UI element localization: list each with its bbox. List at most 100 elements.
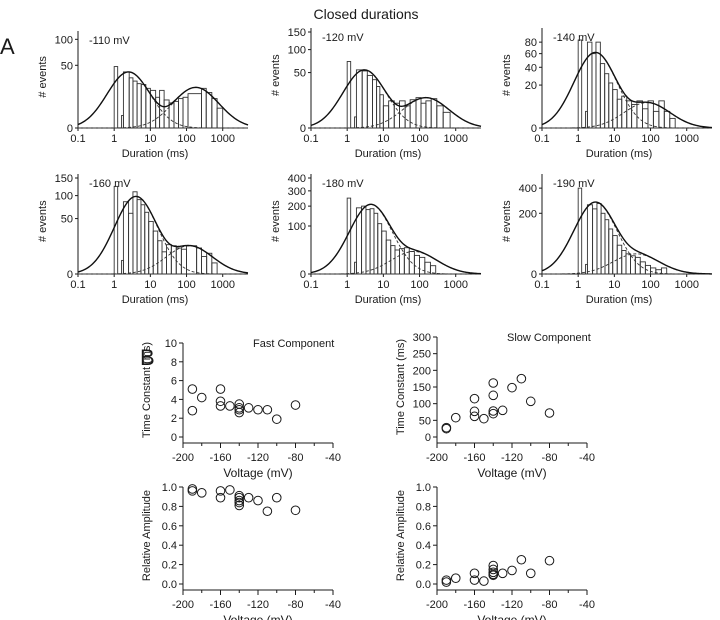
fast-component-fit-curve	[310, 203, 482, 275]
y-axis-label: Time Constant (ms)	[395, 339, 407, 435]
chart-hist-190: 0.1 1 10 100 1000 0 200 400 Duration (ms) # event…	[501, 174, 713, 306]
x-tick-label: 0.1	[303, 279, 318, 291]
y-tick-label: 2	[171, 413, 177, 425]
y-tick-label: 300	[413, 332, 431, 344]
data-point	[215, 486, 226, 496]
y-tick-label: 300	[288, 186, 306, 198]
histogram-bin	[660, 267, 668, 275]
total-fit-curve	[77, 71, 249, 126]
histogram-bin	[595, 41, 601, 129]
histogram-bin	[216, 107, 224, 129]
histogram-bin	[616, 244, 623, 275]
histogram-bin	[625, 253, 631, 275]
x-axis-label: Voltage (mV)	[223, 466, 292, 480]
data-point	[469, 406, 480, 417]
histogram-bin	[409, 99, 417, 129]
x-tick-label: 1	[111, 279, 117, 291]
y-tick-label: 200	[288, 201, 306, 213]
chart-hist-120: 0.1 1 10 100 1000 0 50 100 150 Duration (ms) # eve…	[270, 27, 482, 160]
x-tick-label: 1	[575, 133, 581, 145]
y-tick-label: 50	[61, 60, 73, 72]
data-point	[450, 412, 461, 423]
x-tick-label: -80	[288, 452, 304, 464]
axes	[179, 342, 334, 448]
histogram-bin	[373, 212, 379, 275]
x-axis-label: Duration (ms)	[586, 294, 653, 306]
histogram-bin	[178, 98, 184, 129]
histogram-bin	[604, 219, 610, 275]
histogram-bin	[436, 105, 444, 129]
x-tick-label: 1	[344, 133, 350, 145]
histogram-bin	[166, 244, 172, 275]
histogram-bin	[419, 256, 426, 275]
x-axis-label: Voltage (mV)	[477, 613, 546, 620]
x-tick-label: 1000	[443, 279, 467, 291]
data-point	[290, 400, 301, 410]
histogram-bin	[122, 201, 130, 275]
x-tick-label: -40	[579, 452, 595, 464]
data-point	[253, 404, 263, 415]
voltage-annotation: -190 mV	[553, 178, 595, 190]
x-axis-label: Voltage (mV)	[223, 613, 292, 620]
y-axis-label: # events	[37, 200, 49, 242]
total-fit-curve	[541, 201, 713, 275]
histogram-bin	[157, 240, 163, 275]
data-point	[525, 568, 536, 579]
chart-fast-amp: 0.0 0.2 0.4 0.6 0.8 1.0 -200 -160 -120 -80 -40 Volt…	[141, 482, 341, 620]
y-tick-label: 0	[300, 269, 306, 281]
x-tick-label: -40	[579, 599, 595, 611]
histogram-bin	[608, 228, 614, 275]
data-point	[187, 484, 198, 494]
axes	[179, 486, 334, 595]
histogram-bin	[382, 105, 390, 129]
histogram-bin	[616, 98, 623, 129]
data-point	[497, 405, 508, 416]
data-point	[215, 396, 226, 407]
x-tick-label: 10	[144, 133, 156, 145]
histogram-bin	[376, 86, 381, 129]
y-tick-label: 100	[413, 399, 431, 411]
x-tick-label: 0.1	[534, 279, 549, 291]
histogram-bin	[136, 83, 142, 129]
histogram-bin	[346, 61, 352, 129]
data-point	[271, 492, 282, 503]
x-tick-label: -120	[247, 599, 269, 611]
histogram-bin	[420, 102, 427, 129]
y-tick-label: 100	[55, 191, 73, 203]
histogram-bin	[211, 98, 218, 129]
axes	[433, 486, 588, 595]
histogram-bin	[663, 110, 671, 129]
x-tick-label: 100	[177, 279, 195, 291]
y-tick-label: 0.0	[416, 579, 431, 591]
x-tick-label: -160	[463, 599, 485, 611]
fast-component-fit-curve	[310, 69, 482, 129]
histogram-bin	[140, 84, 147, 129]
data-point	[469, 568, 480, 579]
figure-title: Closed durations	[313, 6, 418, 22]
histogram-bin	[652, 110, 660, 129]
voltage-annotation: -180 mV	[322, 178, 364, 190]
y-tick-label: 0.6	[416, 521, 431, 533]
histogram-bin	[608, 82, 614, 129]
x-tick-label: -40	[325, 599, 341, 611]
y-tick-label: 10	[165, 338, 177, 350]
x-tick-label: 1	[344, 279, 350, 291]
component-annotation: Fast Component	[253, 338, 334, 350]
histogram-bin	[128, 77, 134, 129]
histogram-bin	[425, 100, 432, 129]
histogram-bin	[413, 254, 420, 275]
x-tick-label: -80	[288, 599, 304, 611]
chart-fast-tau: 0 2 4 6 8 10 -200 -160 -120 -80 -40 Voltage (mV) Tim…	[141, 338, 341, 480]
fast-component-fit-curve	[541, 201, 712, 275]
y-tick-label: 100	[55, 34, 73, 46]
histogram-bin	[591, 53, 597, 129]
data-point	[441, 423, 452, 434]
x-tick-label: 0.1	[70, 279, 85, 291]
data-point	[469, 393, 480, 404]
histogram-bin	[201, 87, 207, 129]
component-annotation: Slow Component	[507, 332, 591, 344]
data-point	[469, 575, 480, 585]
x-tick-label: -80	[542, 452, 558, 464]
